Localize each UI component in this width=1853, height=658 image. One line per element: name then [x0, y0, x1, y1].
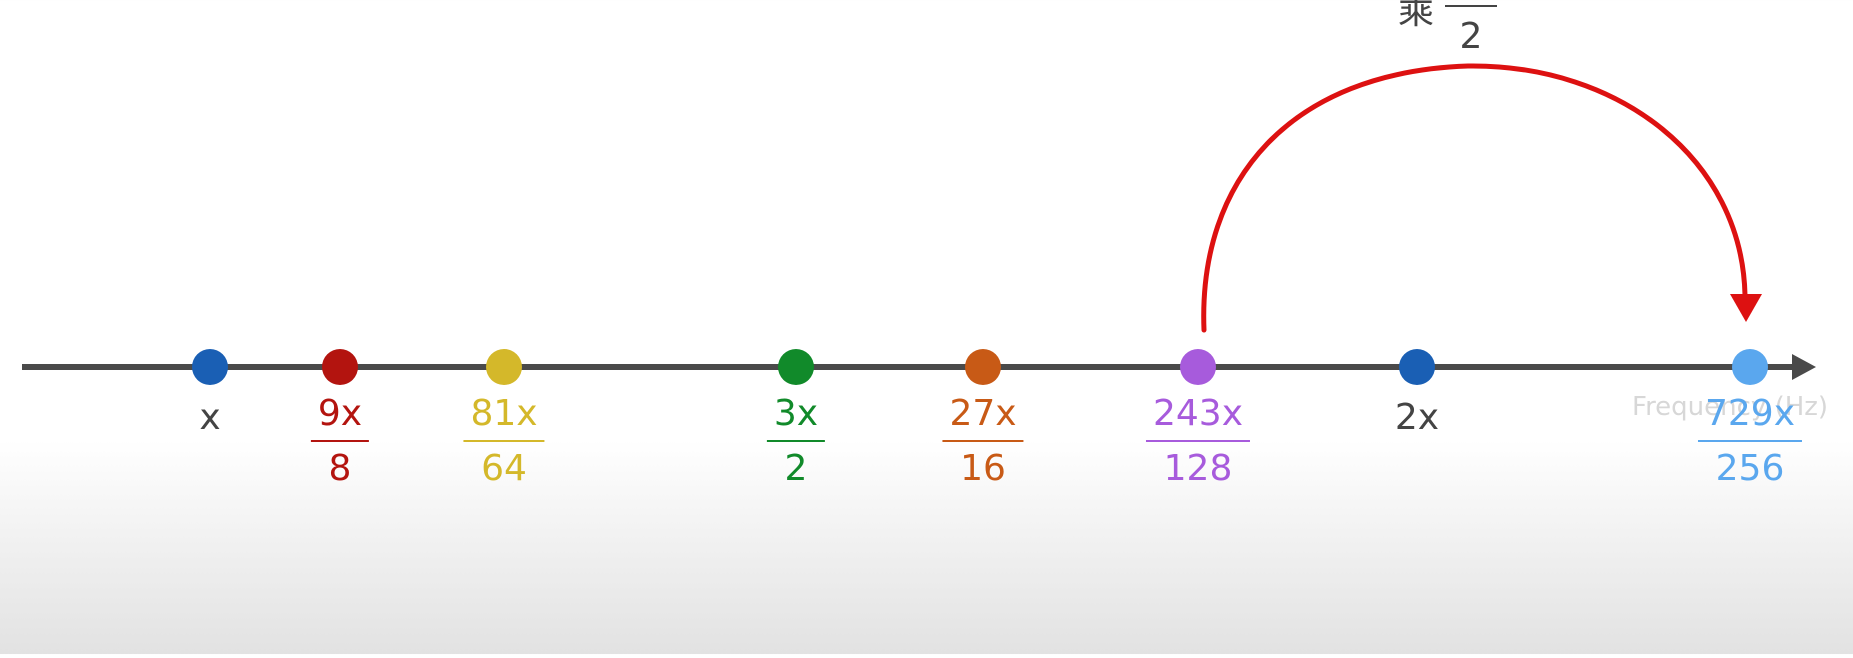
point-dot-243x-128: [1180, 349, 1216, 385]
point-label-27x-16: 27x 16: [942, 393, 1024, 489]
label-numerator: 243x: [1152, 393, 1244, 434]
point-dot-27x-16: [965, 349, 1001, 385]
label-denominator: 128: [1163, 448, 1233, 489]
point-dot-9x-8: [322, 349, 358, 385]
multiply-arc: [1201, 63, 1748, 333]
label-numerator: 81x: [470, 393, 538, 434]
label-denominator: 16: [960, 448, 1006, 489]
fraction-bar: [1145, 440, 1251, 442]
fraction-bar: [310, 440, 370, 442]
point-label-729x-256: 729x 256: [1697, 393, 1803, 489]
point-label-81x-64: 81x 64: [463, 393, 545, 489]
point-label-243x-128: 243x 128: [1145, 393, 1251, 489]
point-label-x: x: [199, 400, 220, 436]
fraction-bar: [766, 440, 826, 442]
label-numerator: 3x: [773, 393, 819, 434]
point-dot-x: [192, 349, 228, 385]
point-label-2x: 2x: [1395, 400, 1439, 436]
label-numerator: 2x: [1394, 397, 1440, 438]
fraction-bar: [942, 440, 1024, 442]
fraction-bar: [1697, 440, 1803, 442]
point-dot-81x-64: [486, 349, 522, 385]
label-denominator: 2: [784, 448, 808, 489]
label-denominator: 256: [1715, 448, 1785, 489]
point-label-9x-8: 9x 8: [310, 393, 370, 489]
point-dot-2x: [1399, 349, 1435, 385]
label-numerator: x: [199, 397, 221, 438]
axis-arrowhead: [1792, 354, 1816, 380]
caption-fraction-denominator: 2: [1459, 16, 1483, 57]
caption-fraction-bar: [1445, 5, 1497, 7]
point-label-3x-2: 3x 2: [766, 393, 826, 489]
multiply-caption-prefix: 乘: [1398, 0, 1435, 32]
label-numerator: 9x: [317, 393, 363, 434]
arc-arrowhead: [1730, 294, 1762, 322]
label-numerator: 729x: [1704, 393, 1796, 434]
label-denominator: 64: [481, 448, 527, 489]
fraction-bar: [463, 440, 545, 442]
axis-unit-label: Frequency (Hz): [1632, 392, 1829, 422]
point-dot-729x-256: [1732, 349, 1768, 385]
label-denominator: 8: [328, 448, 352, 489]
label-numerator: 27x: [949, 393, 1017, 434]
point-dot-3x-2: [778, 349, 814, 385]
